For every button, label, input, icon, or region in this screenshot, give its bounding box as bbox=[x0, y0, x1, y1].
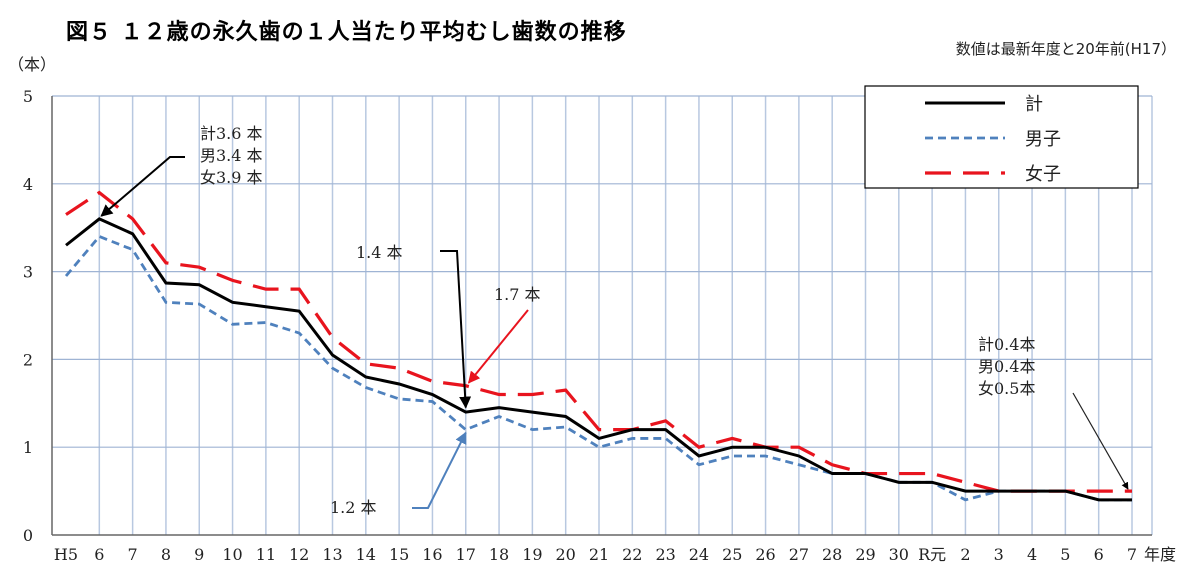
x-tick-label: 6 bbox=[94, 545, 104, 564]
x-tick-label: 16 bbox=[422, 545, 442, 564]
x-tick-label: 10 bbox=[222, 545, 242, 564]
x-tick-label: 6 bbox=[1094, 545, 1104, 564]
series-line-total bbox=[65, 217, 1132, 502]
annotation-h5: 男3.4 本 bbox=[200, 146, 263, 165]
annotation-arrow bbox=[412, 431, 467, 509]
y-tick-label: 0 bbox=[23, 526, 33, 545]
x-tick-label: R元 bbox=[918, 545, 946, 564]
x-tick-label: 13 bbox=[322, 545, 342, 564]
x-tick-label: 20 bbox=[556, 545, 576, 564]
x-tick-label: 29 bbox=[855, 545, 875, 564]
x-tick-label: H5 bbox=[54, 545, 78, 564]
x-tick-label: 26 bbox=[755, 545, 775, 564]
x-tick-label: 3 bbox=[994, 545, 1004, 564]
annotation-h5: 女3.9 本 bbox=[200, 168, 263, 187]
x-tick-label: 22 bbox=[622, 545, 642, 564]
x-tick-label: 12 bbox=[289, 545, 309, 564]
x-tick-label: 5 bbox=[1060, 545, 1070, 564]
y-tick-label: 4 bbox=[23, 175, 33, 194]
x-tick-label: 30 bbox=[889, 545, 909, 564]
x-tick-label: 23 bbox=[655, 545, 675, 564]
annotation-r7: 男0.4本 bbox=[978, 357, 1035, 376]
x-tick-label: 28 bbox=[822, 545, 842, 564]
legend-label: 男子 bbox=[1025, 129, 1061, 150]
annotation-h17-female: 1.7 本 bbox=[494, 285, 541, 304]
annotation-arrow bbox=[1072, 392, 1129, 490]
annotation-arrow bbox=[100, 156, 185, 217]
y-tick-label: 1 bbox=[23, 438, 33, 457]
x-tick-label: 9 bbox=[194, 545, 204, 564]
x-tick-label: 27 bbox=[789, 545, 809, 564]
x-tick-label: 7 bbox=[128, 545, 138, 564]
x-tick-label: 4 bbox=[1027, 545, 1037, 564]
x-tick-label: 17 bbox=[456, 545, 476, 564]
series-lines bbox=[64, 190, 1132, 502]
legend-label: 計 bbox=[1025, 94, 1043, 115]
annotations: 計3.6 本男3.4 本女3.9 本 1.4 本 1.7 本 1.2 本 計0.4本男0… bbox=[100, 124, 1129, 517]
x-tick-label: 14 bbox=[356, 545, 376, 564]
x-tick-label: 7 bbox=[1127, 545, 1137, 564]
chart-title: 図５ １２歳の永久歯の１人当たり平均むし歯数の推移 bbox=[66, 20, 627, 45]
y-tick-label: 5 bbox=[23, 87, 33, 106]
annotation-h5: 計3.6 本 bbox=[200, 124, 263, 143]
x-tick-label: 21 bbox=[589, 545, 609, 564]
y-tick-label: 2 bbox=[23, 350, 33, 369]
x-tick-label: 24 bbox=[689, 545, 709, 564]
annotation-arrow bbox=[467, 309, 529, 384]
x-tick-label: 15 bbox=[389, 545, 409, 564]
legend-label: 女子 bbox=[1025, 164, 1061, 185]
series-line-male bbox=[64, 234, 1132, 502]
y-axis-label: （本） bbox=[8, 55, 56, 74]
x-tick-label: 11 bbox=[256, 545, 276, 564]
grid bbox=[52, 95, 1153, 535]
annotation-arrow bbox=[440, 250, 472, 409]
y-tick-label: 3 bbox=[23, 263, 33, 282]
annotation-h17-total: 1.4 本 bbox=[356, 243, 403, 262]
x-tick-label: 2 bbox=[960, 545, 970, 564]
series-line-female bbox=[65, 190, 1132, 493]
annotation-h17-male: 1.2 本 bbox=[330, 498, 377, 517]
annotation-r7: 女0.5本 bbox=[978, 379, 1035, 398]
x-tick-label: 8 bbox=[161, 545, 171, 564]
annotation-r7: 計0.4本 bbox=[978, 335, 1035, 354]
x-tick-label: 25 bbox=[722, 545, 742, 564]
x-axis-label: 年度 bbox=[1144, 545, 1176, 564]
chart-note: 数値は最新年度と20年前(H17） bbox=[955, 40, 1176, 58]
x-tick-label: 19 bbox=[522, 545, 542, 564]
x-tick-label: 18 bbox=[489, 545, 509, 564]
